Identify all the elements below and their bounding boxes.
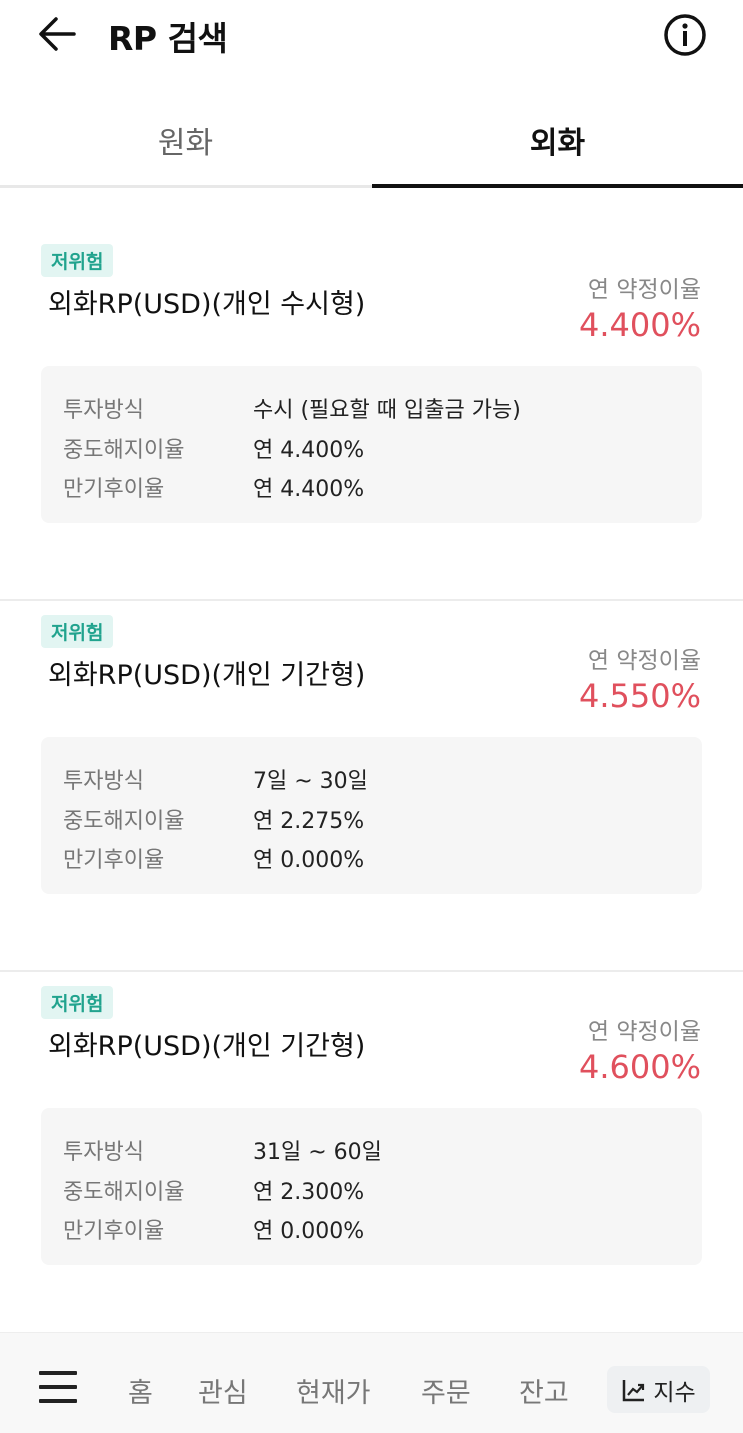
nav-order[interactable]: 주문 [421,1378,471,1409]
details-box: 투자방식 31일 ~ 60일 중도해지이율 연 2.300% 만기후이율 연 0.0… [41,1108,702,1265]
tab-foreign[interactable]: 외화 [529,126,586,161]
currency-tabs: 원화 외화 [0,100,743,188]
product-card[interactable]: 저위험 외화RP(USD)(개인 수시형) 연 약정이율 4.400% 투자방식… [0,230,743,601]
rate-label: 연 약정이율 [587,1019,701,1045]
detail-value: 연 4.400% [253,438,365,463]
index-label: 지수 [653,1379,696,1406]
app-header: RP 검색 [0,0,743,70]
detail-value: 연 2.275% [253,809,365,834]
detail-value: 연 4.400% [253,477,365,502]
detail-value: 연 2.300% [253,1180,365,1205]
hamburger-icon[interactable] [39,1371,77,1403]
product-card[interactable]: 저위험 외화RP(USD)(개인 기간형) 연 약정이율 4.600% 투자방식… [0,972,743,1343]
info-circle-icon[interactable] [662,12,708,58]
product-card[interactable]: 저위험 외화RP(USD)(개인 기간형) 연 약정이율 4.550% 투자방식… [0,601,743,972]
nav-balance[interactable]: 잔고 [519,1378,569,1409]
risk-badge: 저위험 [41,615,114,648]
index-button[interactable]: 지수 [607,1366,710,1413]
rate-value: 4.600% [578,1048,701,1086]
detail-label: 투자방식 [63,769,144,794]
rate-value: 4.400% [578,306,701,344]
detail-label: 중도해지이율 [63,1180,185,1205]
detail-label: 만기후이율 [63,1219,165,1244]
details-box: 투자방식 7일 ~ 30일 중도해지이율 연 2.275% 만기후이율 연 0.00… [41,737,702,894]
detail-label: 투자방식 [63,1140,144,1165]
product-name: 외화RP(USD)(개인 기간형) [48,1031,366,1062]
arrow-left-icon[interactable] [36,14,80,54]
detail-label: 만기후이율 [63,848,165,873]
risk-badge: 저위험 [41,244,114,277]
nav-home[interactable]: 홈 [128,1378,153,1409]
detail-label: 만기후이율 [63,477,165,502]
trending-chart-icon [623,1379,645,1401]
detail-value: 수시 (필요할 때 입출금 가능) [253,398,521,423]
nav-watchlist[interactable]: 관심 [198,1378,248,1409]
tab-krw[interactable]: 원화 [157,126,214,161]
detail-label: 투자방식 [63,398,144,423]
detail-label: 중도해지이율 [63,438,185,463]
details-box: 투자방식 수시 (필요할 때 입출금 가능) 중도해지이율 연 4.400% 만기후… [41,366,702,523]
detail-label: 중도해지이율 [63,809,185,834]
page-title: RP 검색 [108,19,228,58]
rate-label: 연 약정이율 [587,277,701,303]
product-name: 외화RP(USD)(개인 수시형) [48,289,366,320]
active-tab-indicator [372,184,743,188]
rate-value: 4.550% [578,677,701,715]
nav-current-price[interactable]: 현재가 [296,1378,371,1409]
detail-value: 연 0.000% [253,1219,365,1244]
product-name: 외화RP(USD)(개인 기간형) [48,660,366,691]
bottom-nav: 홈 관심 현재가 주문 잔고 지수 [0,1332,743,1433]
detail-value: 7일 ~ 30일 [253,769,368,794]
detail-value: 31일 ~ 60일 [253,1140,382,1165]
detail-value: 연 0.000% [253,848,365,873]
rate-label: 연 약정이율 [587,648,701,674]
risk-badge: 저위험 [41,986,114,1019]
